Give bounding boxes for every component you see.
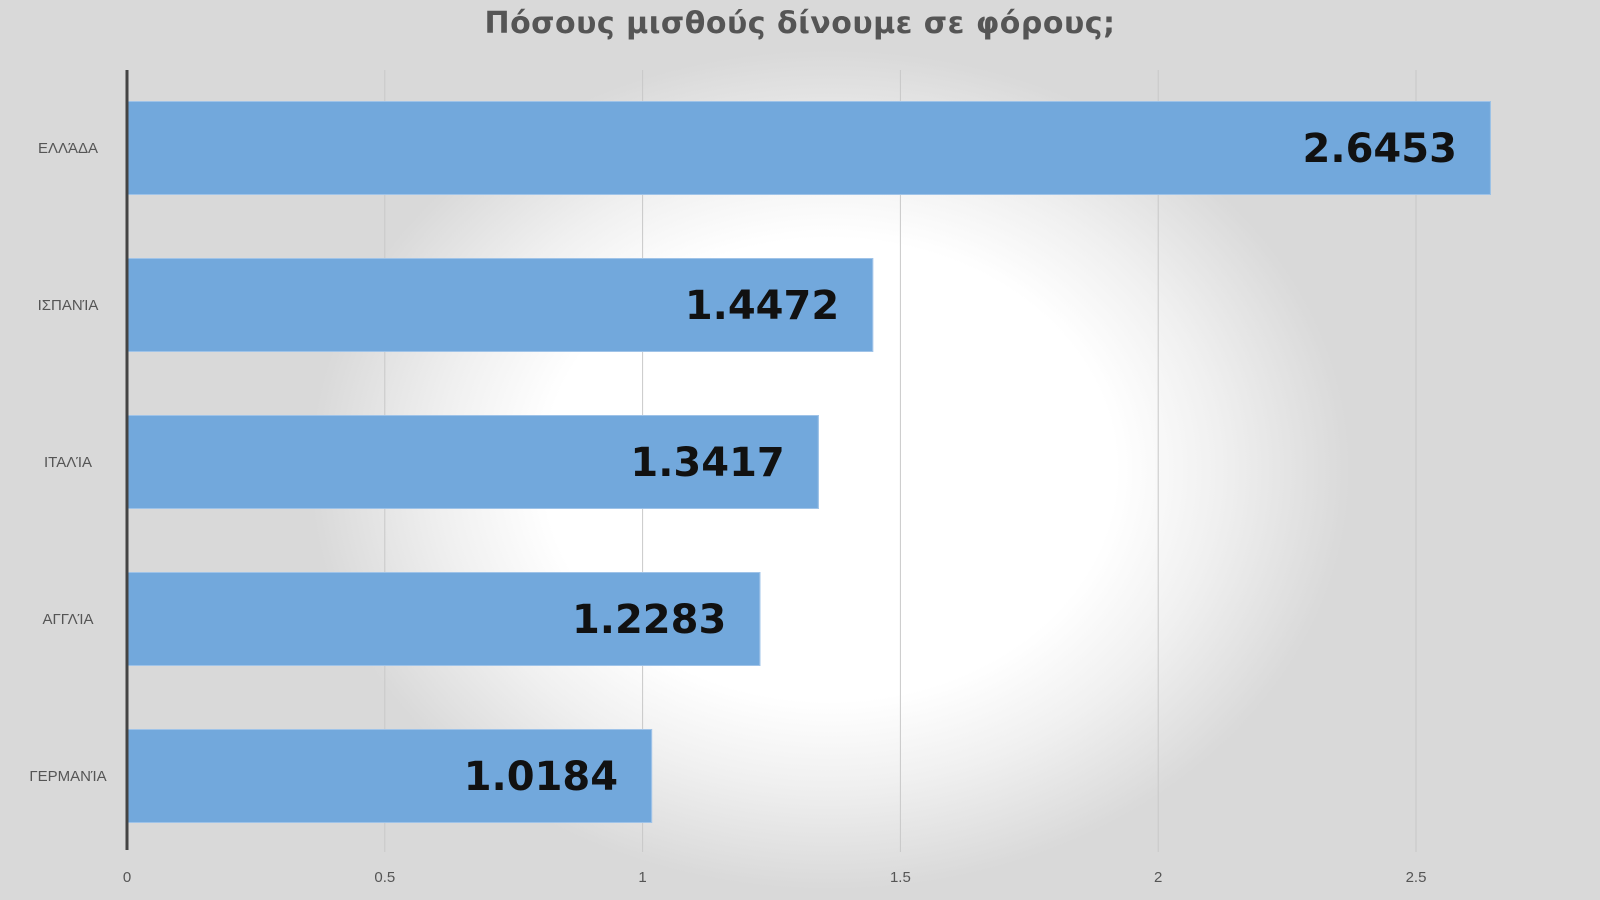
x-tick-label: 0.5: [374, 869, 395, 886]
bar: [127, 415, 819, 509]
x-tick-label: 2: [1154, 869, 1162, 886]
chart-title: Πόσους μισθούς δίνουμε σε φόρους;: [484, 6, 1116, 41]
data-label: 1.4472: [685, 283, 839, 329]
data-label: 1.3417: [630, 440, 784, 486]
bar: [127, 572, 761, 666]
bar: [127, 729, 653, 823]
category-label: ΙΣΠΑΝΊΑ: [38, 297, 99, 314]
x-tick-label: 0: [123, 869, 131, 886]
x-tick-label: 1: [638, 869, 646, 886]
data-label: 2.6453: [1303, 126, 1457, 172]
category-label: ΑΓΓΛΊΑ: [43, 611, 94, 628]
data-label: 1.0184: [464, 754, 618, 800]
category-label: ΓΕΡΜΑΝΊΑ: [29, 768, 106, 785]
x-tick-label: 1.5: [890, 869, 911, 886]
bar: [127, 101, 1491, 195]
x-tick-label: 2.5: [1406, 869, 1427, 886]
category-label: ΕΛΛΆΔΑ: [38, 140, 98, 157]
bar: [127, 258, 874, 352]
category-label: ΙΤΑΛΊΑ: [44, 454, 92, 471]
data-label: 1.2283: [572, 597, 726, 643]
